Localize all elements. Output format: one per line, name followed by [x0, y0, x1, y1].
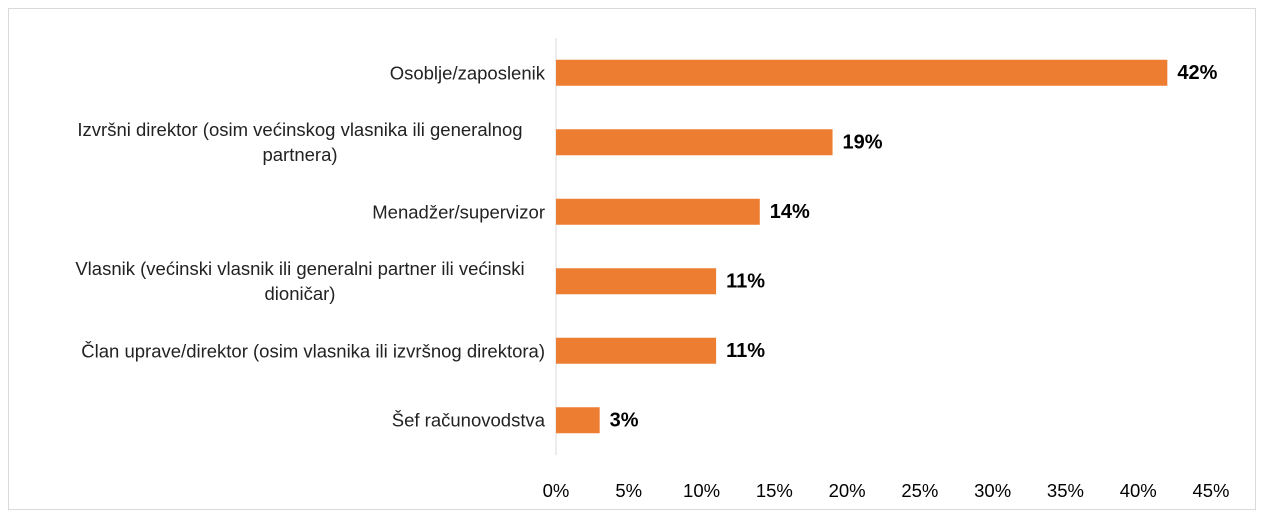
x-tick-label: 5%	[615, 480, 642, 501]
y-tick-label-box: Osoblje/zaposlenik	[25, 60, 545, 85]
y-tick-label: Vlasnik (većinski vlasnik ili generalni …	[75, 258, 525, 305]
bar	[556, 407, 600, 434]
bar	[556, 268, 717, 295]
x-tick-label: 25%	[901, 480, 938, 501]
x-tick-label: 40%	[1120, 480, 1157, 501]
x-tick-label: 0%	[543, 480, 570, 501]
y-tick-label: Osoblje/zaposlenik	[389, 62, 545, 84]
x-tick-label: 30%	[974, 480, 1011, 501]
y-tick-label-box: Šef računovodstva	[25, 408, 545, 433]
y-tick-label: Član uprave/direktor (osim vlasnika ili …	[81, 340, 545, 362]
y-tick-label-box: Izvršni direktor (osim većinskog vlasnik…	[25, 117, 545, 167]
x-tick-label: 10%	[683, 480, 720, 501]
y-tick-label: Šef računovodstva	[391, 409, 545, 431]
x-tick-label: 35%	[1047, 480, 1084, 501]
bar	[556, 337, 717, 364]
y-tick-label: Izvršni direktor (osim većinskog vlasnik…	[77, 119, 523, 166]
data-label: 3%	[610, 410, 639, 432]
bar	[556, 198, 760, 225]
data-label: 11%	[726, 271, 765, 293]
x-tick-label: 45%	[1192, 480, 1229, 501]
y-tick-label-box: Menadžer/supervizor	[25, 199, 545, 224]
x-tick-label: 20%	[829, 480, 866, 501]
y-tick-label-box: Vlasnik (većinski vlasnik ili generalni …	[25, 256, 545, 306]
data-label: 14%	[770, 201, 810, 223]
data-label: 11%	[726, 340, 765, 362]
bar	[556, 129, 833, 156]
chart-border	[8, 8, 1256, 510]
bar	[556, 59, 1168, 86]
y-tick-label: Menadžer/supervizor	[372, 201, 545, 223]
data-label: 19%	[843, 132, 883, 154]
data-label: 42%	[1177, 62, 1217, 84]
y-tick-label-box: Član uprave/direktor (osim vlasnika ili …	[25, 338, 545, 363]
x-tick-label: 15%	[756, 480, 793, 501]
